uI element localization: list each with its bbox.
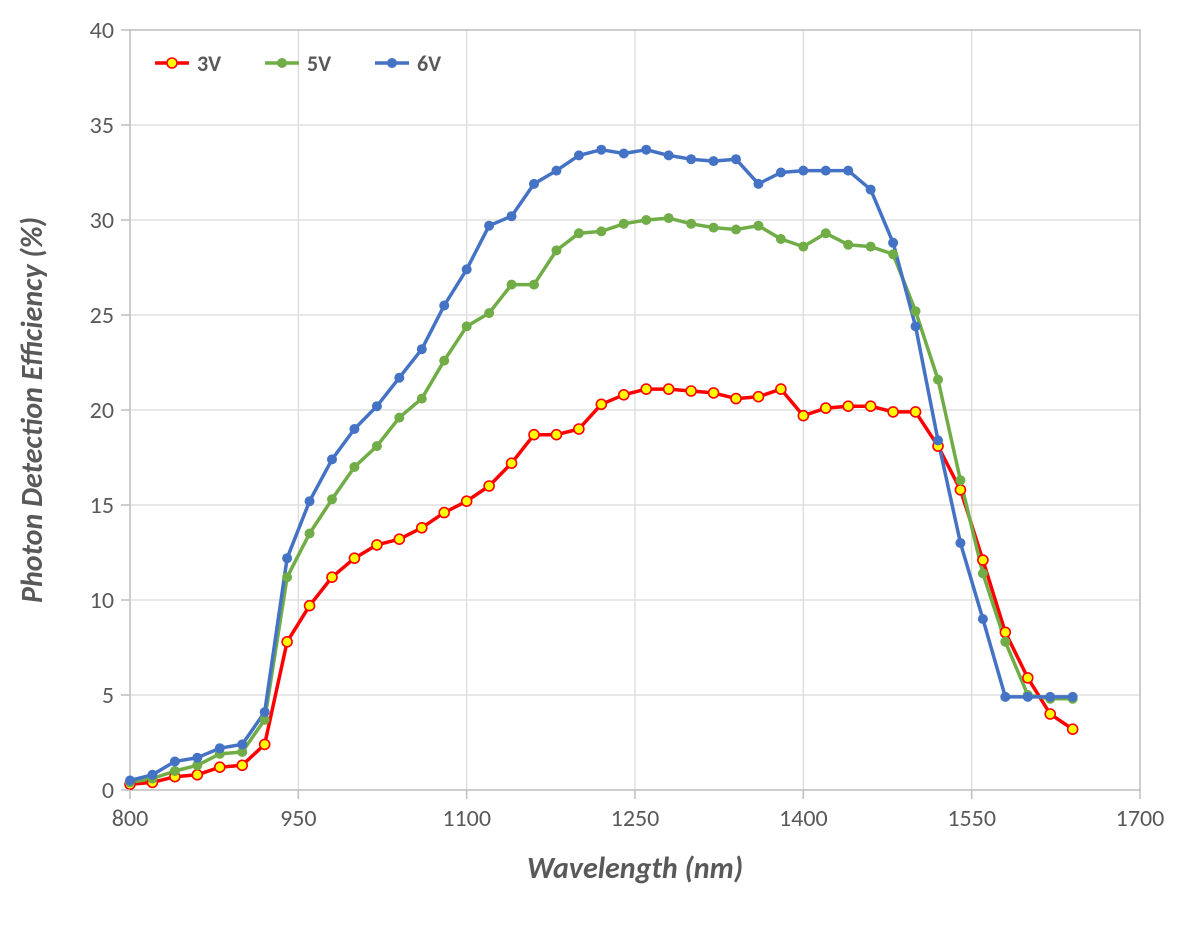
y-tick-label: 25 [90,301,114,330]
legend-item-label: 3V [197,50,221,77]
y-tick-label: 30 [90,206,114,235]
y-tick-label: 40 [90,16,114,45]
y-tick-label: 5 [102,681,114,710]
legend-item-label: 5V [307,50,331,77]
pde-vs-wavelength-chart: 800 950 1100 1250 1400 1550 1700 0 5 10 15 20 25 30 35… [0,0,1192,927]
x-tick-label: 1550 [947,804,996,833]
x-tick-label: 800 [112,804,149,833]
x-tick-label: 1100 [442,804,491,833]
y-tick-label: 20 [90,396,114,425]
x-tick-label: 1250 [611,804,660,833]
y-axis-label: Photon Detection Efficiency (%) [14,217,51,603]
x-tick-label: 950 [280,804,317,833]
y-tick-label: 10 [90,586,114,615]
legend-item-label: 6V [417,50,441,77]
x-tick-label: 1700 [1116,804,1165,833]
chart-container: 800 950 1100 1250 1400 1550 1700 0 5 10 15 20 25 30 35… [0,0,1192,927]
x-axis-label: Wavelength (nm) [527,850,743,887]
y-tick-label: 15 [90,491,114,520]
x-tick-label: 1400 [779,804,828,833]
y-tick-label: 35 [90,111,114,140]
y-tick-label: 0 [102,776,114,805]
